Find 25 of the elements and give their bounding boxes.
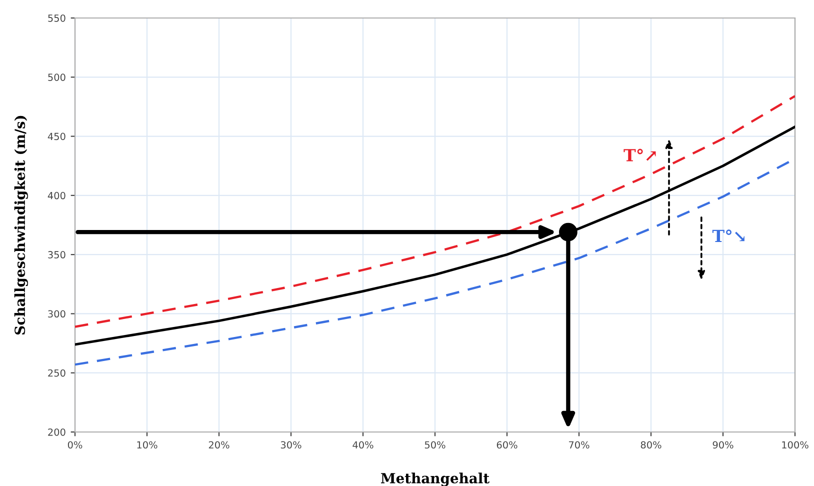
x-tick-label: 30% xyxy=(280,441,302,449)
y-tick-label: 350 xyxy=(48,251,66,258)
y-tick-label: 250 xyxy=(48,369,66,377)
annotation: T°↗ xyxy=(624,148,656,162)
y-tick-label: 300 xyxy=(48,310,66,318)
y-tick-label: 200 xyxy=(48,428,66,436)
y-tick-label: 550 xyxy=(48,14,66,22)
y-axis-title: Schallgeschwindigkeit (m/s) xyxy=(14,116,28,334)
x-tick-label: 80% xyxy=(640,441,662,449)
x-tick-label: 0% xyxy=(68,441,82,449)
x-tick-label: 20% xyxy=(208,441,230,449)
line-series xyxy=(75,126,795,346)
x-tick-label: 90% xyxy=(712,441,734,449)
x-tick-label: 50% xyxy=(424,441,446,449)
y-tick-label: 450 xyxy=(48,132,66,140)
annotation: T°↘ xyxy=(712,230,744,242)
line-series xyxy=(75,94,795,328)
x-tick-label: 100% xyxy=(782,441,808,449)
y-tick-label: 400 xyxy=(48,192,66,200)
x-tick-label: 60% xyxy=(496,441,518,449)
x-tick-label: 70% xyxy=(568,441,590,449)
x-axis-title: Methangehalt xyxy=(381,472,490,486)
x-tick-label: 10% xyxy=(137,441,158,449)
y-tick-label: 500 xyxy=(48,74,66,81)
x-tick-label: 40% xyxy=(352,441,374,449)
